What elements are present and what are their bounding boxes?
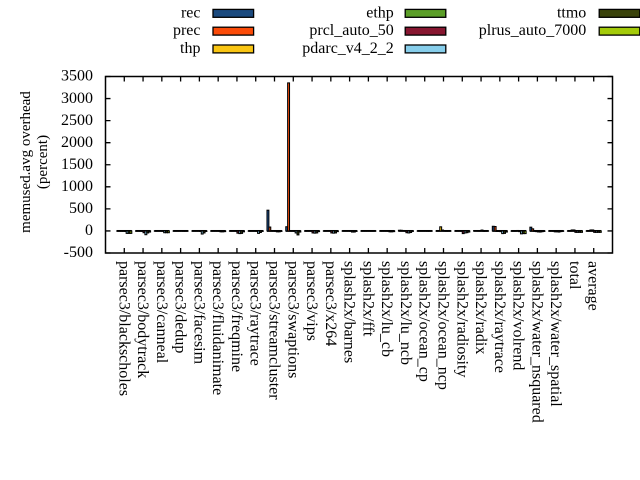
svg-text:splash2x/radiosity: splash2x/radiosity: [453, 261, 470, 377]
svg-text:splash2x/volrend: splash2x/volrend: [510, 261, 527, 370]
svg-text:1000: 1000: [61, 178, 93, 195]
svg-text:2500: 2500: [61, 112, 93, 129]
svg-text:rec: rec: [181, 5, 201, 22]
svg-text:parsec3/raytrace: parsec3/raytrace: [247, 261, 264, 366]
svg-text:parsec3/canneal: parsec3/canneal: [153, 261, 170, 364]
svg-text:0: 0: [85, 222, 93, 239]
svg-text:3500: 3500: [61, 68, 93, 85]
svg-text:splash2x/water_nsquared: splash2x/water_nsquared: [528, 261, 545, 423]
svg-text:plrus_auto_7000: plrus_auto_7000: [479, 22, 587, 39]
svg-text:3000: 3000: [61, 90, 93, 107]
svg-text:1500: 1500: [61, 156, 93, 173]
svg-text:500: 500: [69, 200, 93, 217]
svg-text:-500: -500: [64, 244, 93, 261]
svg-text:splash2x/barnes: splash2x/barnes: [341, 261, 358, 363]
svg-text:parsec3/fluidanimate: parsec3/fluidanimate: [209, 261, 226, 395]
svg-text:splash2x/radix: splash2x/radix: [472, 261, 489, 354]
svg-text:splash2x/raytrace: splash2x/raytrace: [491, 261, 508, 373]
svg-text:ttmo: ttmo: [557, 5, 586, 22]
svg-text:parsec3/streamcluster: parsec3/streamcluster: [266, 261, 283, 400]
svg-text:splash2x/lu_cb: splash2x/lu_cb: [378, 261, 395, 357]
svg-text:parsec3/bodytrack: parsec3/bodytrack: [134, 261, 151, 378]
svg-text:splash2x/lu_ncb: splash2x/lu_ncb: [397, 261, 414, 365]
svg-text:(percent): (percent): [35, 135, 51, 189]
svg-text:splash2x/ocean_cp: splash2x/ocean_cp: [416, 261, 433, 382]
svg-text:parsec3/freqmine: parsec3/freqmine: [228, 261, 245, 372]
svg-text:splash2x/ocean_ncp: splash2x/ocean_ncp: [435, 261, 452, 390]
svg-text:parsec3/swaptions: parsec3/swaptions: [284, 261, 301, 378]
svg-text:parsec3/x264: parsec3/x264: [322, 261, 339, 346]
svg-text:parsec3/vips: parsec3/vips: [303, 261, 320, 341]
svg-text:parsec3/facesim: parsec3/facesim: [190, 261, 207, 365]
svg-text:prcl_auto_50: prcl_auto_50: [309, 22, 393, 39]
svg-text:splash2x/water_spatial: splash2x/water_spatial: [547, 261, 564, 407]
svg-text:thp: thp: [180, 40, 200, 57]
svg-text:parsec3/blackscholes: parsec3/blackscholes: [115, 261, 132, 396]
svg-text:splash2x/fft: splash2x/fft: [359, 261, 376, 337]
svg-text:average: average: [585, 261, 602, 311]
svg-text:prec: prec: [173, 22, 201, 39]
svg-text:memused.avg overhead: memused.avg overhead: [18, 91, 34, 233]
svg-text:parsec3/dedup: parsec3/dedup: [172, 261, 189, 353]
svg-text:total: total: [566, 261, 583, 290]
svg-text:2000: 2000: [61, 134, 93, 151]
svg-text:ethp: ethp: [366, 5, 394, 22]
svg-text:pdarc_v4_2_2: pdarc_v4_2_2: [302, 40, 394, 57]
